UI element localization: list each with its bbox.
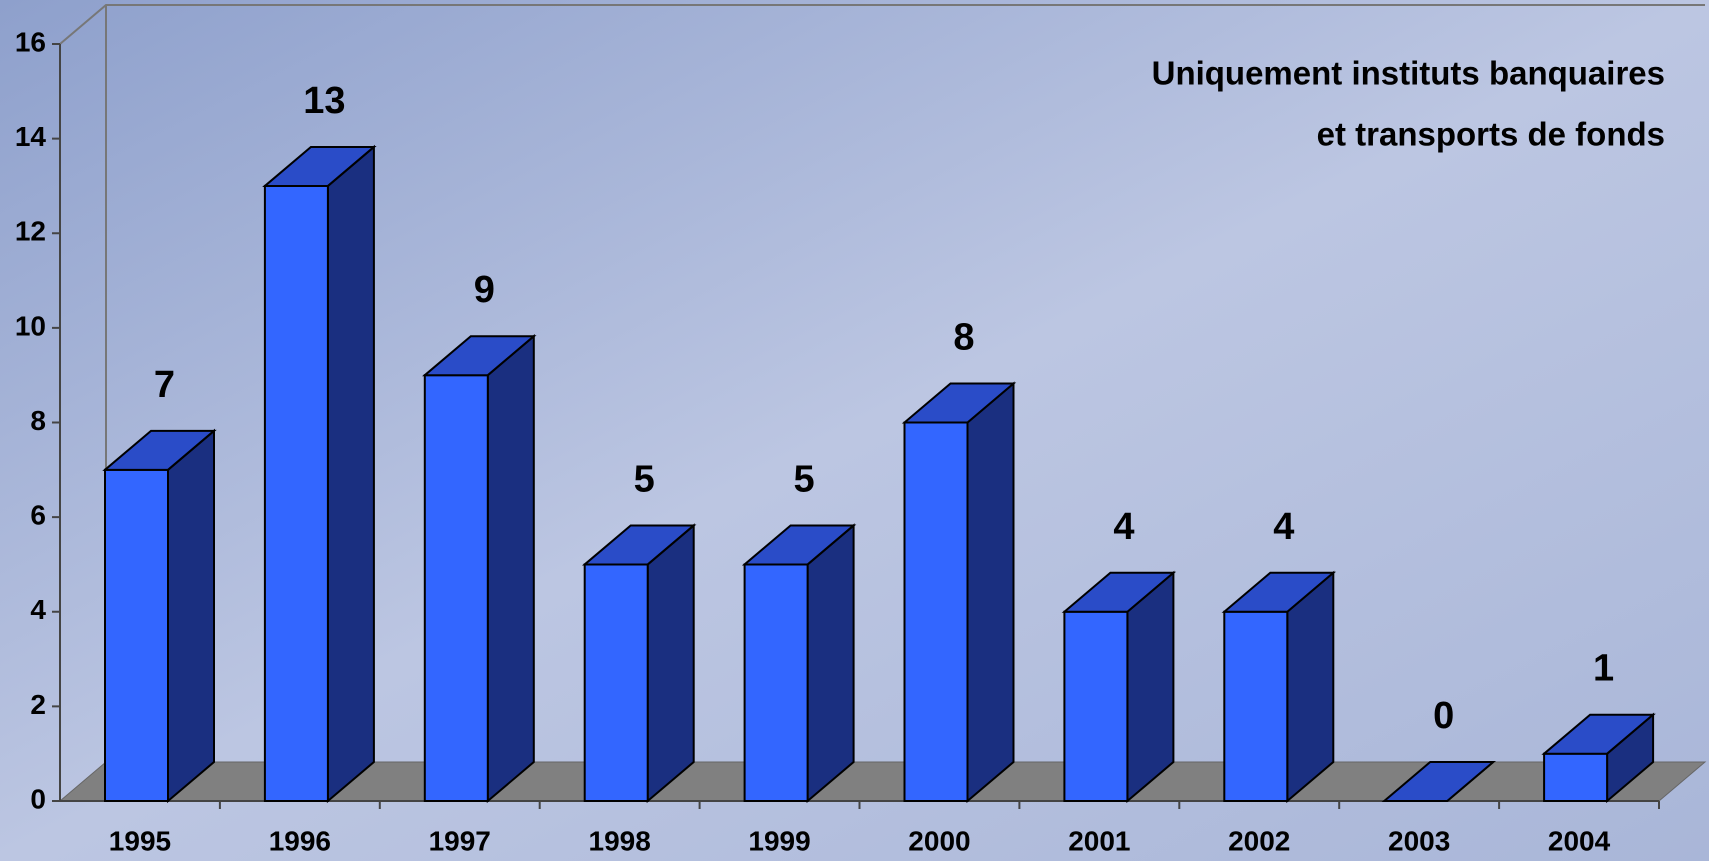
bar: [1381, 761, 1496, 802]
value-label: 8: [953, 317, 974, 359]
annotation: Uniquement instituts banquaires: [1152, 55, 1665, 92]
bar-front: [1543, 752, 1609, 802]
bar-top: [1381, 761, 1496, 802]
value-label: 1: [1593, 648, 1614, 690]
bar-front: [743, 563, 809, 802]
bar: [741, 523, 857, 804]
bar: [1221, 570, 1337, 804]
x-tick-label: 2004: [1548, 825, 1611, 856]
x-tick-label: 2003: [1388, 825, 1450, 856]
x-tick-label: 1995: [109, 825, 171, 856]
bar-front: [1223, 610, 1289, 802]
bar-top: [581, 524, 697, 566]
bar-top: [901, 382, 1017, 424]
y-tick-label: 4: [30, 594, 46, 625]
bar-front: [104, 468, 169, 802]
bar-top: [1541, 713, 1656, 755]
bar: [422, 334, 537, 804]
bar-side: [486, 334, 535, 804]
bar-top: [1061, 571, 1177, 613]
x-tick-label: 2002: [1228, 825, 1290, 856]
x-tick-label: 1997: [429, 825, 491, 856]
x-tick-label: 1999: [748, 825, 810, 856]
value-label: 13: [303, 80, 345, 122]
value-label: 0: [1433, 695, 1454, 737]
bar-top: [262, 145, 377, 187]
value-label: 9: [474, 269, 495, 311]
x-tick-label: 1996: [269, 825, 331, 856]
bar: [581, 523, 697, 804]
bar-side: [326, 144, 375, 804]
value-label: 5: [634, 458, 655, 500]
bar-side: [966, 381, 1015, 804]
bar: [102, 428, 217, 804]
bar: [262, 144, 377, 804]
bar-top: [1221, 571, 1337, 613]
annotation: et transports de fonds: [1317, 116, 1665, 153]
bar-top: [741, 524, 857, 566]
y-tick-label: 16: [15, 26, 46, 57]
value-label: 7: [154, 364, 175, 406]
bar-top: [422, 335, 537, 377]
bar-side: [806, 523, 855, 804]
y-tick-label: 2: [30, 689, 46, 720]
x-tick-label: 1998: [589, 825, 651, 856]
bar-front: [263, 184, 329, 802]
bar-front: [903, 421, 969, 802]
value-label: 4: [1273, 506, 1294, 548]
bar-front: [583, 563, 649, 802]
bar-top: [102, 429, 217, 471]
bar: [1541, 712, 1656, 804]
y-tick-label: 8: [30, 405, 46, 436]
y-tick-label: 0: [30, 783, 46, 814]
y-tick-label: 14: [15, 121, 47, 152]
y-tick-label: 10: [15, 310, 46, 341]
bar-side: [167, 428, 215, 804]
bar: [901, 381, 1017, 804]
y-tick-label: 12: [15, 216, 46, 247]
value-label: 4: [1113, 506, 1134, 548]
bar-front: [423, 374, 489, 802]
x-tick-label: 2000: [908, 825, 970, 856]
y-tick-label: 6: [30, 500, 46, 531]
bar-front: [1063, 610, 1129, 802]
bar: [1061, 570, 1177, 804]
value-label: 5: [794, 458, 815, 500]
bar-side: [646, 523, 695, 804]
x-tick-label: 2001: [1068, 825, 1130, 856]
